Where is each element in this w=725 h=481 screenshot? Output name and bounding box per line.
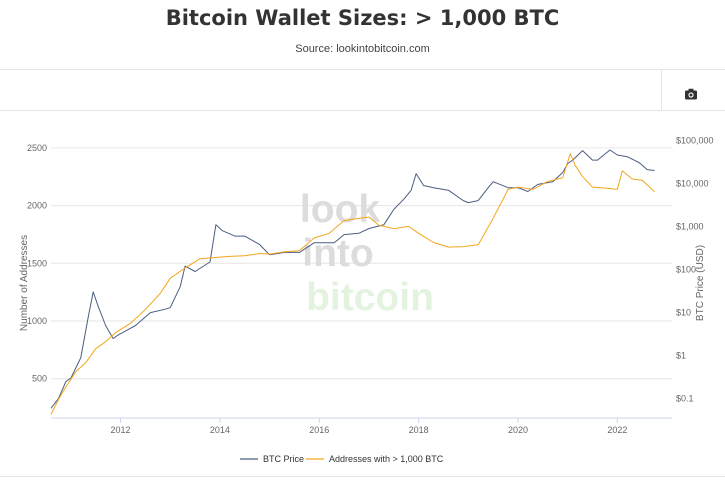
series-line-addresses xyxy=(50,153,655,415)
x-tick-label-2018: 2018 xyxy=(409,425,429,435)
watermark: look into bitcoin xyxy=(300,188,434,319)
y2-tick-label-$1,000: $1,000 xyxy=(676,222,704,232)
y-axis-ticks: 500 1000 1500 2000 2500 xyxy=(27,143,47,384)
source-note: Source: lookintobitcoin.com xyxy=(295,43,430,55)
legend-item-btc-price[interactable]: BTC Price xyxy=(240,454,304,464)
camera-icon[interactable] xyxy=(684,87,698,101)
y2-tick-label-$10,000: $10,000 xyxy=(676,178,709,188)
chart-frame: look into bitcoin 2012 2014 2016 2018 2020 20… xyxy=(0,109,725,477)
toolbar-divider xyxy=(661,70,662,110)
chart-toolbar xyxy=(0,69,725,111)
y2-tick-label-$100: $100 xyxy=(676,265,696,275)
x-tick-label-2022: 2022 xyxy=(607,425,627,435)
y-tick-label-1000: 1000 xyxy=(27,316,47,326)
x-tick-label-2020: 2020 xyxy=(508,425,528,435)
y2-tick-label-$1: $1 xyxy=(676,351,686,361)
page-title: Bitcoin Wallet Sizes: > 1,000 BTC xyxy=(165,6,560,30)
legend-label-addresses: Addresses with > 1,000 BTC xyxy=(329,454,444,464)
legend-item-addresses[interactable]: Addresses with > 1,000 BTC xyxy=(306,454,444,464)
gridlines xyxy=(51,147,672,380)
legend: BTC Price Addresses with > 1,000 BTC xyxy=(240,454,444,464)
y-tick-label-1500: 1500 xyxy=(27,258,47,268)
legend-label-btc-price: BTC Price xyxy=(263,454,304,464)
y2-axis-ticks: $0.1 $1 $10 $100 $1,000 $10,000 $100,000 xyxy=(676,135,714,403)
y-axis-title: Number of Addresses xyxy=(19,235,30,331)
y2-axis-title: BTC Price (USD) xyxy=(695,245,706,321)
y-tick-label-2000: 2000 xyxy=(27,201,47,211)
x-tick-label-2012: 2012 xyxy=(111,425,131,435)
y2-tick-label-$100,000: $100,000 xyxy=(676,135,714,145)
y-tick-label-500: 500 xyxy=(32,374,47,384)
y-tick-label-2500: 2500 xyxy=(27,143,47,153)
x-tick-label-2014: 2014 xyxy=(210,425,230,435)
y2-tick-label-$0.1: $0.1 xyxy=(676,394,694,404)
watermark-bitcoin: bitcoin xyxy=(306,276,434,319)
x-tick-label-2016: 2016 xyxy=(309,425,329,435)
y2-tick-label-$10: $10 xyxy=(676,308,691,318)
chart: look into bitcoin 2012 2014 2016 2018 2020 20… xyxy=(19,135,714,464)
x-axis-ticks: 2012 2014 2016 2018 2020 2022 xyxy=(111,418,627,435)
series-group xyxy=(50,149,655,415)
